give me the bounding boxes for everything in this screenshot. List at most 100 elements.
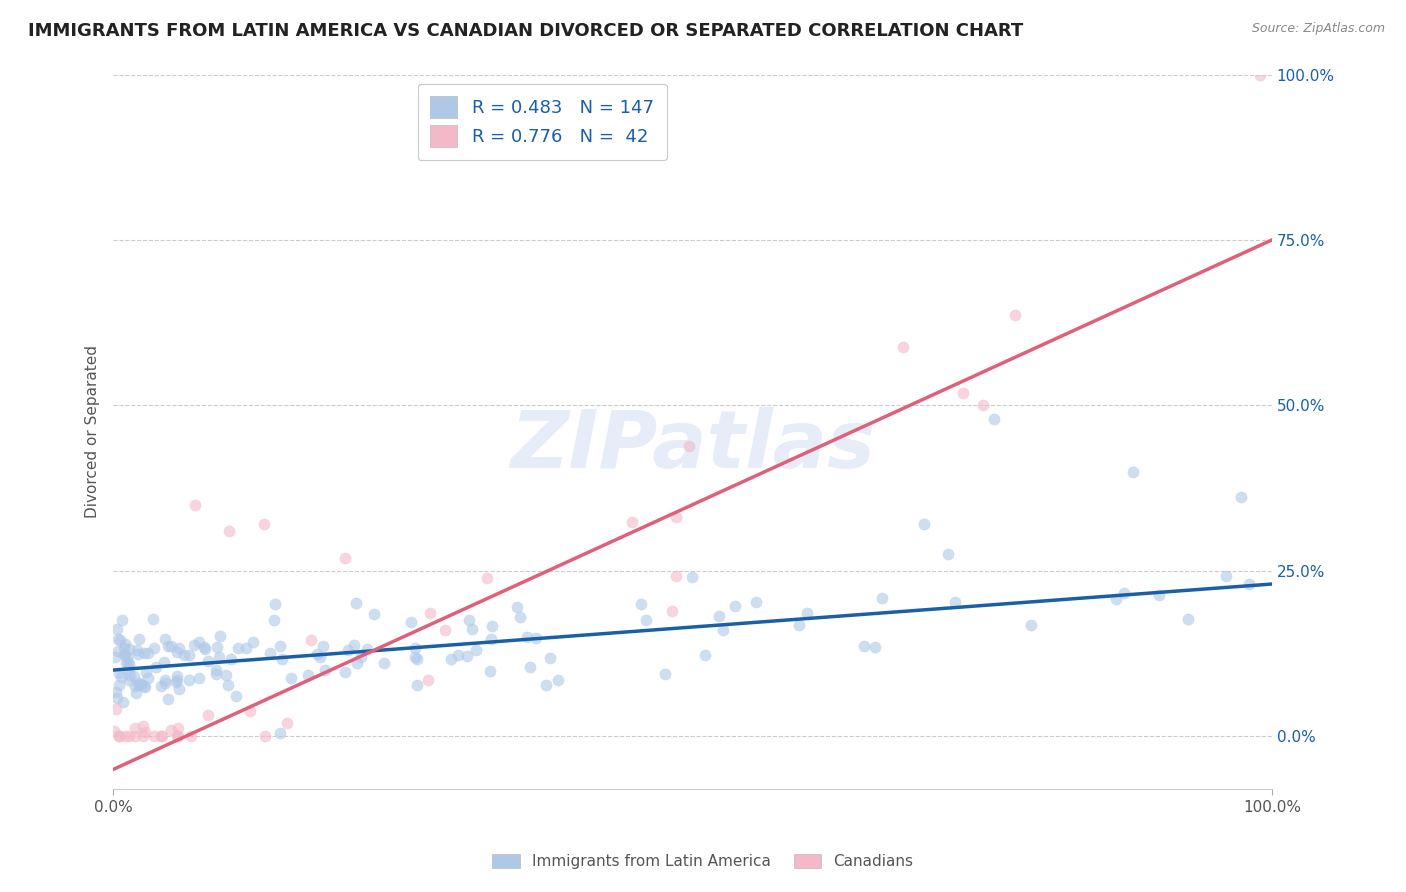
Point [271, 652, 294, 666]
Point [166, 729, 188, 743]
Point [114, 648, 136, 662]
Point [128, 678, 150, 692]
Point [235, 641, 257, 656]
Point [312, 639, 335, 653]
Point [983, 411, 1005, 425]
Legend: Immigrants from Latin America, Canadians: Immigrants from Latin America, Canadians [486, 848, 920, 875]
Point [405, 649, 427, 664]
Point [447, 648, 470, 663]
Point [142, 612, 165, 626]
Point [693, 648, 716, 662]
Point [128, 675, 150, 690]
Point [253, 517, 276, 532]
Point [157, 639, 180, 653]
Point [870, 591, 893, 605]
Point [336, 642, 359, 657]
Point [180, 729, 202, 743]
Point [166, 669, 188, 683]
Point [187, 671, 209, 685]
Point [209, 629, 232, 643]
Point [346, 657, 368, 671]
Point [505, 599, 527, 614]
Point [152, 655, 174, 669]
Point [128, 632, 150, 646]
Point [465, 643, 488, 657]
Point [654, 667, 676, 681]
Point [419, 606, 441, 620]
Point [105, 622, 128, 636]
Point [481, 619, 503, 633]
Point [110, 670, 132, 684]
Point [134, 646, 156, 660]
Point [661, 604, 683, 618]
Point [217, 678, 239, 692]
Point [335, 550, 357, 565]
Point [519, 660, 541, 674]
Point [132, 719, 155, 733]
Point [215, 667, 238, 681]
Point [226, 640, 249, 655]
Point [166, 721, 188, 735]
Point [153, 673, 176, 687]
Point [134, 725, 156, 739]
Point [134, 679, 156, 693]
Point [309, 650, 332, 665]
Point [118, 641, 141, 656]
Point [405, 652, 427, 666]
Point [156, 692, 179, 706]
Point [135, 665, 157, 680]
Point [269, 725, 291, 739]
Point [630, 597, 652, 611]
Point [534, 678, 557, 692]
Point [134, 680, 156, 694]
Point [142, 641, 165, 656]
Point [972, 398, 994, 412]
Point [183, 638, 205, 652]
Point [149, 729, 172, 743]
Point [218, 524, 240, 538]
Point [193, 640, 215, 655]
Point [456, 648, 478, 663]
Point [264, 598, 287, 612]
Point [1105, 592, 1128, 607]
Point [853, 639, 876, 653]
Point [145, 659, 167, 673]
Point [111, 613, 134, 627]
Point [114, 729, 136, 743]
Legend: R = 0.483   N = 147, R = 0.776   N =  42: R = 0.483 N = 147, R = 0.776 N = 42 [418, 84, 666, 160]
Point [169, 681, 191, 696]
Point [118, 673, 141, 687]
Point [863, 640, 886, 654]
Point [516, 630, 538, 644]
Point [1230, 490, 1253, 504]
Point [153, 675, 176, 690]
Point [129, 677, 152, 691]
Point [333, 665, 356, 679]
Point [104, 650, 127, 665]
Point [1215, 568, 1237, 582]
Point [404, 640, 426, 655]
Point [259, 646, 281, 660]
Point [952, 386, 974, 401]
Point [159, 639, 181, 653]
Point [167, 729, 190, 743]
Point [307, 647, 329, 661]
Point [1147, 589, 1170, 603]
Point [105, 702, 128, 716]
Point [711, 623, 734, 637]
Point [745, 594, 768, 608]
Point [479, 632, 502, 647]
Point [524, 631, 547, 645]
Point [263, 613, 285, 627]
Point [239, 705, 262, 719]
Point [479, 665, 502, 679]
Point [406, 678, 429, 692]
Point [103, 723, 125, 738]
Point [153, 632, 176, 647]
Point [173, 648, 195, 662]
Point [160, 723, 183, 737]
Point [678, 439, 700, 453]
Point [143, 729, 166, 743]
Point [127, 643, 149, 657]
Point [269, 639, 291, 653]
